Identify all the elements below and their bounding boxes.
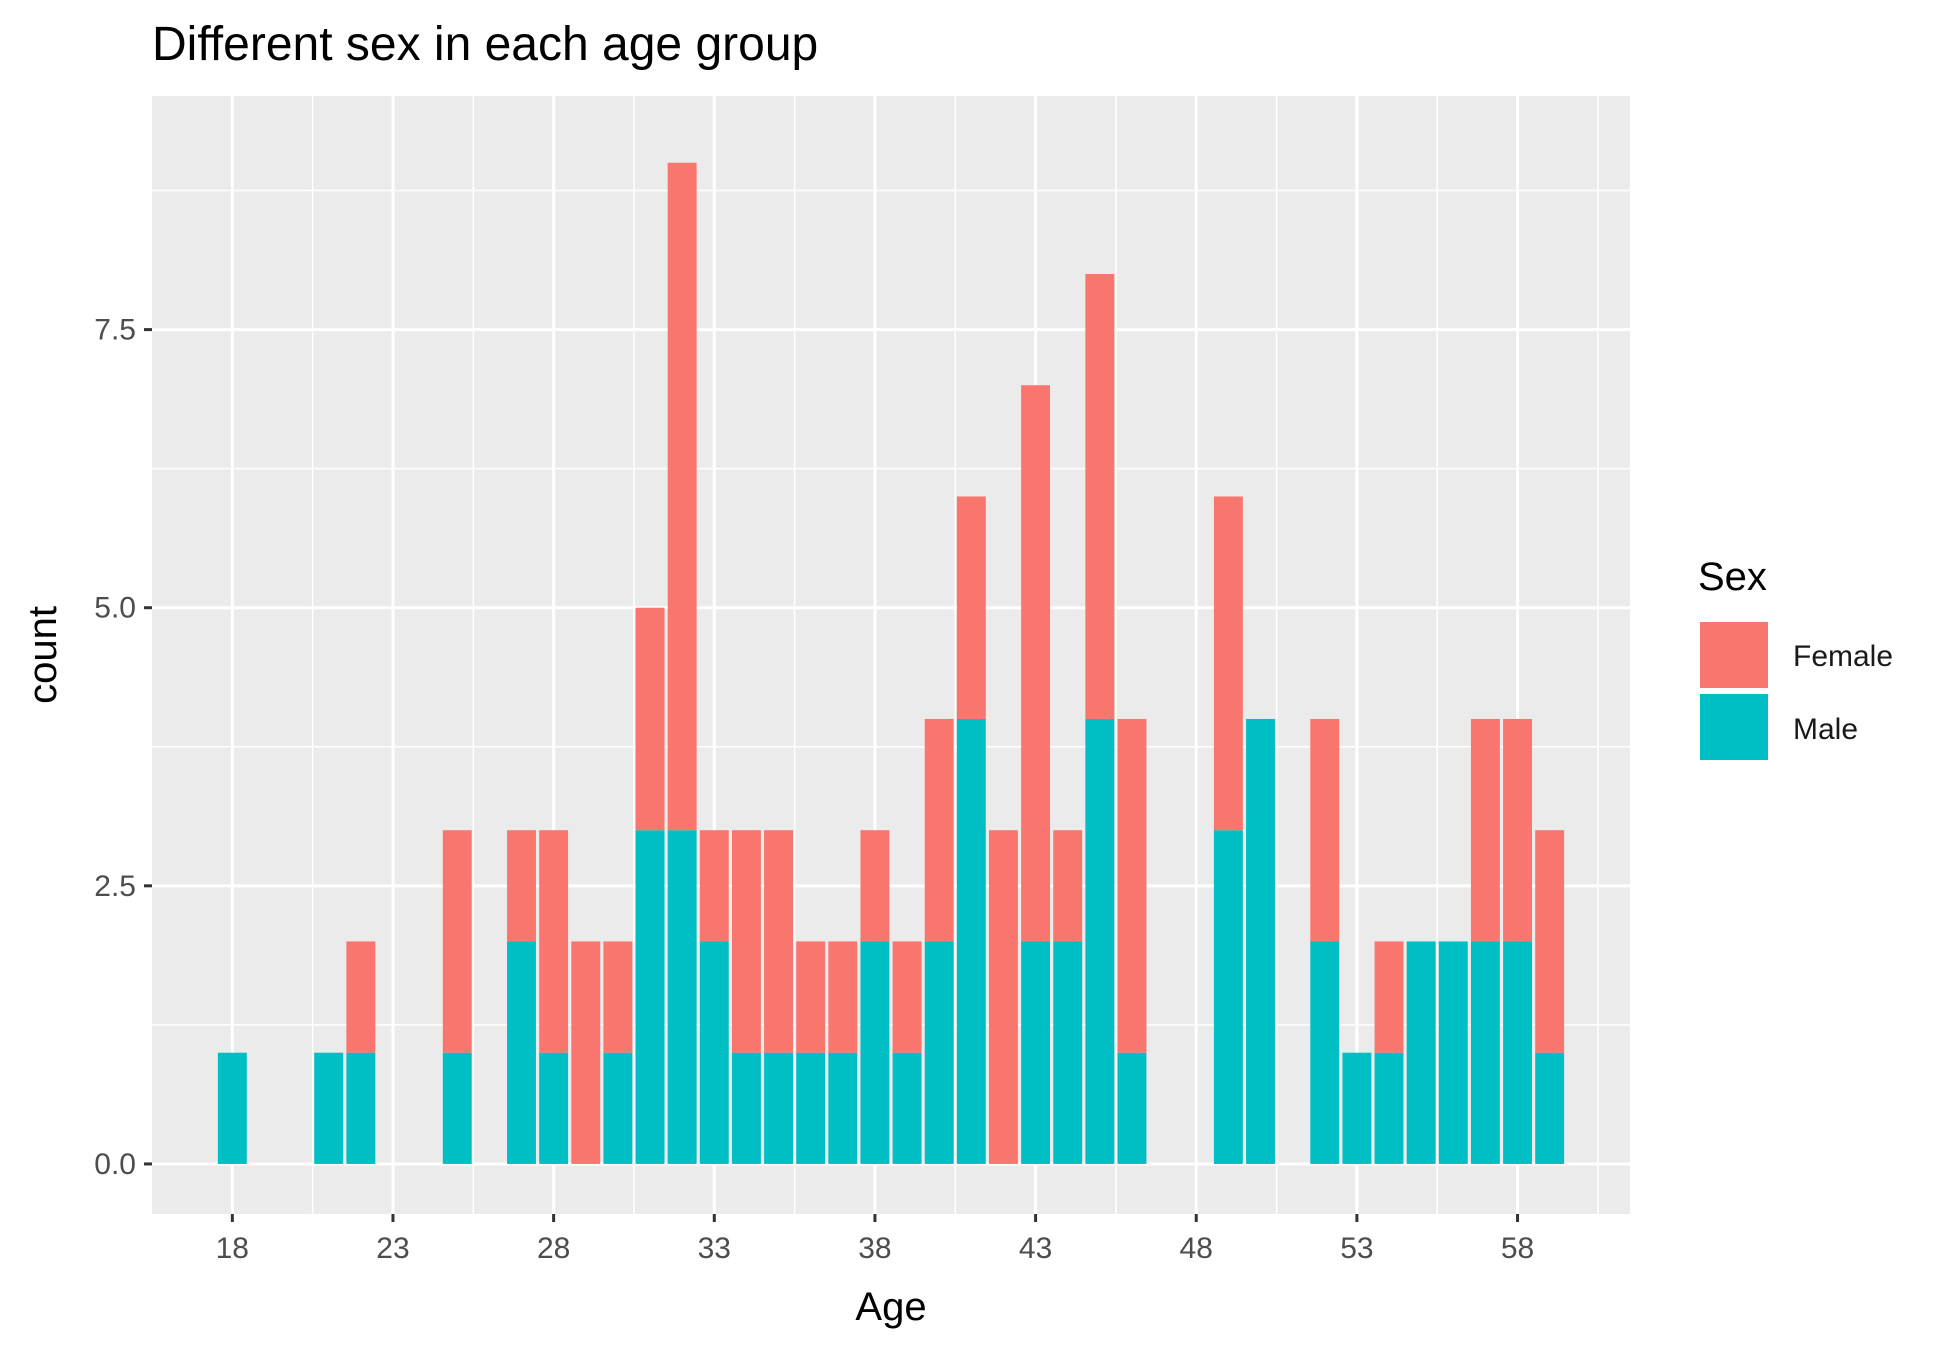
bar-male-age-22: [346, 1052, 376, 1164]
bar-female-age-49: [1213, 496, 1243, 831]
y-tick-label: 0.0: [94, 1148, 136, 1181]
bar-female-age-52: [1310, 718, 1340, 942]
bar-female-age-34: [731, 830, 761, 1053]
bar-male-age-49: [1213, 830, 1243, 1164]
legend-key-female: [1700, 622, 1768, 688]
bar-male-age-53: [1342, 1052, 1372, 1164]
bar-male-age-44: [1053, 941, 1083, 1164]
bars: [217, 162, 1565, 1164]
bar-male-age-55: [1406, 941, 1436, 1164]
bar-male-age-28: [539, 1052, 569, 1164]
bar-male-age-35: [764, 1052, 794, 1164]
y-tick-label: 7.5: [94, 314, 136, 347]
x-tick-label: 33: [698, 1232, 731, 1265]
bar-female-age-32: [667, 162, 697, 831]
bar-female-age-29: [571, 941, 601, 1164]
x-tick-label: 53: [1340, 1232, 1373, 1265]
x-tick-label: 18: [216, 1232, 249, 1265]
bar-male-age-54: [1374, 1052, 1404, 1164]
bar-female-age-36: [796, 941, 826, 1053]
bar-male-age-31: [635, 830, 665, 1164]
x-tick-label: 48: [1180, 1232, 1213, 1265]
bar-female-age-37: [828, 941, 858, 1053]
bar-female-age-39: [892, 941, 922, 1053]
bar-male-age-58: [1503, 941, 1533, 1164]
x-tick-label: 28: [537, 1232, 570, 1265]
bar-female-age-41: [956, 496, 986, 719]
x-tick-label: 58: [1501, 1232, 1534, 1265]
bar-female-age-45: [1085, 273, 1115, 719]
bar-female-age-43: [1021, 385, 1051, 942]
bar-female-age-22: [346, 941, 376, 1053]
bar-male-age-37: [828, 1052, 858, 1164]
bar-female-age-38: [860, 830, 890, 942]
bar-male-age-50: [1246, 718, 1275, 1164]
bar-female-age-25: [442, 830, 472, 1053]
bar-male-age-43: [1021, 941, 1051, 1164]
bar-female-age-40: [924, 718, 954, 942]
grid-lines: [152, 96, 1630, 1214]
legend: Sex Female Male: [1698, 555, 1893, 760]
bar-male-age-38: [860, 941, 890, 1164]
bar-male-age-34: [731, 1052, 761, 1164]
legend-label-female: Female: [1793, 640, 1893, 673]
legend-title: Sex: [1698, 555, 1767, 599]
bar-female-age-42: [988, 830, 1018, 1164]
bar-male-age-32: [667, 830, 697, 1164]
x-tick-label: 23: [376, 1232, 409, 1265]
bar-female-age-57: [1470, 718, 1500, 942]
bar-female-age-44: [1053, 830, 1083, 942]
bar-female-age-27: [507, 830, 536, 942]
bar-female-age-31: [635, 607, 665, 831]
bar-male-age-33: [699, 941, 729, 1164]
bar-male-age-45: [1085, 718, 1115, 1164]
bar-female-age-59: [1535, 830, 1565, 1053]
bar-male-age-36: [796, 1052, 826, 1164]
chart-title: Different sex in each age group: [152, 18, 818, 71]
bar-male-age-56: [1438, 941, 1468, 1164]
bar-male-age-30: [603, 1052, 633, 1164]
y-tick-label: 2.5: [94, 870, 136, 903]
bar-male-age-39: [892, 1052, 922, 1164]
bar-female-age-58: [1503, 718, 1533, 942]
bar-female-age-28: [539, 830, 569, 1053]
bar-male-age-59: [1535, 1052, 1565, 1164]
bar-female-age-33: [699, 830, 729, 942]
x-tick-label: 38: [858, 1232, 891, 1265]
axes: 18 23 28 33 38 43 48 53 58 0.0 2.5 5.0 7.5: [94, 314, 1534, 1265]
bar-female-age-46: [1117, 718, 1147, 1053]
bar-female-age-30: [603, 941, 633, 1053]
bar-female-age-54: [1374, 941, 1404, 1053]
x-tick-label: 43: [1019, 1232, 1052, 1265]
bar-male-age-21: [314, 1052, 344, 1164]
bar-male-age-57: [1470, 941, 1500, 1164]
bar-male-age-18: [217, 1052, 247, 1164]
legend-label-male: Male: [1793, 713, 1858, 746]
bar-male-age-27: [507, 941, 536, 1164]
bar-male-age-52: [1310, 941, 1340, 1164]
bar-male-age-46: [1117, 1052, 1147, 1164]
bar-female-age-35: [764, 830, 794, 1053]
bar-male-age-25: [442, 1052, 472, 1164]
y-tick-label: 5.0: [94, 592, 136, 625]
bar-male-age-40: [924, 941, 954, 1164]
x-axis-title: Age: [855, 1285, 926, 1329]
legend-key-male: [1700, 694, 1768, 760]
y-axis-title: count: [21, 606, 65, 704]
bar-male-age-41: [956, 718, 986, 1164]
